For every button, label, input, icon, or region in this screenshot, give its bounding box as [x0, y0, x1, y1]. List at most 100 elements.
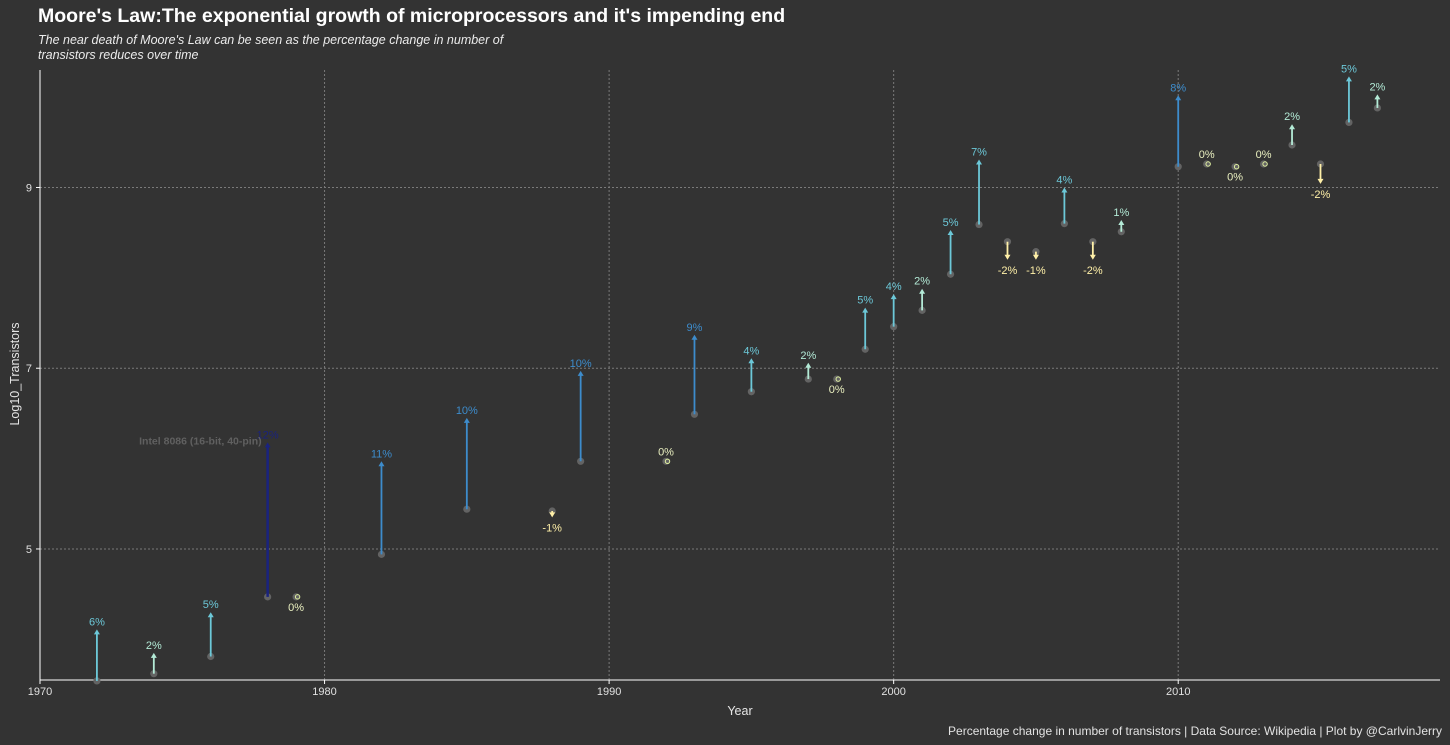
y-tick-label: 7 [26, 363, 32, 375]
chart-subtitle: The near death of Moore's Law can be see… [38, 33, 504, 62]
percent-label: 7% [971, 146, 987, 158]
data-point-2005: -1% [1026, 248, 1046, 277]
change-arrow-head [919, 288, 926, 294]
percent-label: 11% [371, 448, 392, 460]
change-arrow-head [691, 334, 698, 340]
chart-title: Moore's Law:The exponential growth of mi… [38, 5, 786, 27]
percent-label: 0% [658, 446, 674, 458]
start-dot [207, 652, 215, 661]
chart-caption: Percentage change in number of transisto… [948, 724, 1442, 738]
percent-label: 2% [1284, 111, 1300, 123]
data-point-2015: -2% [1311, 160, 1331, 201]
data-point-2011: 0% [1199, 149, 1215, 168]
change-arrow-head [1004, 254, 1011, 260]
data-point-2008: 1% [1113, 207, 1129, 236]
change-arrow-head [976, 159, 983, 165]
data-point-1976: 5% [203, 599, 219, 661]
x-tick-label: 1970 [28, 686, 52, 698]
change-arrow-head [549, 512, 556, 518]
percent-label: 4% [886, 281, 902, 293]
x-axis-title: Year [727, 704, 752, 718]
percent-label: 10% [570, 358, 592, 370]
percent-label: 0% [1256, 149, 1272, 161]
data-point-1978: 12% [257, 429, 279, 601]
percent-label: 1% [1113, 207, 1129, 219]
x-tick-label: 1990 [597, 686, 621, 698]
change-arrow-head [1089, 254, 1096, 260]
start-dot [1231, 163, 1239, 171]
data-point-1997: 2% [800, 350, 816, 383]
change-arrow-head [1175, 95, 1182, 101]
start-dot [662, 457, 670, 465]
data-point-1974: 2% [146, 640, 162, 678]
change-arrow-head [264, 442, 271, 448]
data-point-2004: -2% [998, 238, 1018, 277]
grid-lines [39, 70, 1440, 680]
start-dot [1316, 160, 1325, 168]
change-arrow-head [1345, 76, 1352, 82]
x-tick-label: 2010 [1166, 686, 1190, 698]
change-arrow-head [947, 229, 954, 235]
percent-label: 2% [1369, 81, 1385, 93]
change-arrow-head [862, 307, 869, 313]
data-point-2002: 5% [943, 217, 959, 278]
change-arrow-head [890, 294, 897, 300]
data-point-2017: 2% [1369, 81, 1386, 112]
data-point-1989: 10% [570, 358, 592, 465]
percent-label: -1% [1026, 265, 1046, 277]
change-arrow-head [1032, 254, 1039, 260]
flat-marker [664, 458, 671, 465]
change-arrow-head [93, 629, 100, 635]
y-axis-title: Log10_Transistors [8, 322, 22, 425]
percent-label: 12% [257, 429, 279, 441]
data-point-2007: -2% [1083, 238, 1103, 277]
x-tick-label: 1980 [312, 686, 336, 698]
change-arrow-head [378, 461, 385, 467]
change-arrow-head [748, 358, 755, 364]
percent-label: 2% [146, 640, 162, 652]
percent-label: 4% [1056, 174, 1072, 186]
data-point-1988: -1% [542, 507, 562, 534]
data-point-1995: 4% [743, 345, 760, 396]
percent-label: 5% [943, 217, 959, 229]
flat-marker [1262, 161, 1268, 167]
percent-label: -2% [998, 265, 1018, 277]
change-arrow-head [577, 370, 584, 376]
percent-label: 8% [1170, 82, 1186, 94]
flat-marker [835, 376, 841, 382]
axes: 1970 1980 1990 2000 2010 5 7 9 [26, 70, 1440, 698]
data-point-2012: 0% [1227, 163, 1243, 184]
percent-label: 10% [456, 405, 478, 417]
chart-marks: 6% 2% 5% 12% 0% 11% 10% -1% 10% 0% 9% 4% 2% 0% 5% 4% 2% 5… [89, 63, 1386, 685]
annotation-label: Intel 8086 (16-bit, 40-pin) [139, 435, 262, 447]
change-arrow-head [1374, 94, 1381, 100]
percent-label: 2% [914, 276, 930, 288]
y-tick-label: 9 [26, 182, 32, 194]
data-point-2016: 5% [1341, 63, 1357, 127]
percent-label: -1% [542, 522, 562, 534]
percent-label: -2% [1311, 189, 1331, 201]
percent-label: 5% [1341, 63, 1357, 75]
flat-marker [294, 594, 301, 600]
change-arrow-head [463, 417, 470, 423]
data-point-2006: 4% [1056, 174, 1073, 228]
start-dot [1203, 160, 1211, 168]
percent-label: 0% [288, 602, 304, 614]
flat-marker [1233, 163, 1240, 170]
data-point-1998: 0% [829, 375, 845, 396]
percent-label: 4% [743, 345, 759, 357]
percent-label: 0% [829, 384, 845, 396]
percent-label: 6% [89, 616, 105, 628]
data-point-1982: 11% [371, 448, 392, 558]
change-arrow-head [1118, 220, 1125, 226]
percent-label: 9% [687, 322, 703, 334]
change-arrow-head [150, 652, 157, 658]
change-arrow-head [1061, 187, 1068, 193]
change-arrow-head [1289, 124, 1296, 130]
data-point-1992: 0% [658, 446, 674, 465]
percent-label: 0% [1227, 172, 1243, 184]
data-point-1972: 6% [89, 616, 105, 685]
data-point-2001: 2% [914, 276, 930, 314]
data-point-2000: 4% [886, 281, 902, 331]
data-point-1993: 9% [687, 322, 703, 418]
